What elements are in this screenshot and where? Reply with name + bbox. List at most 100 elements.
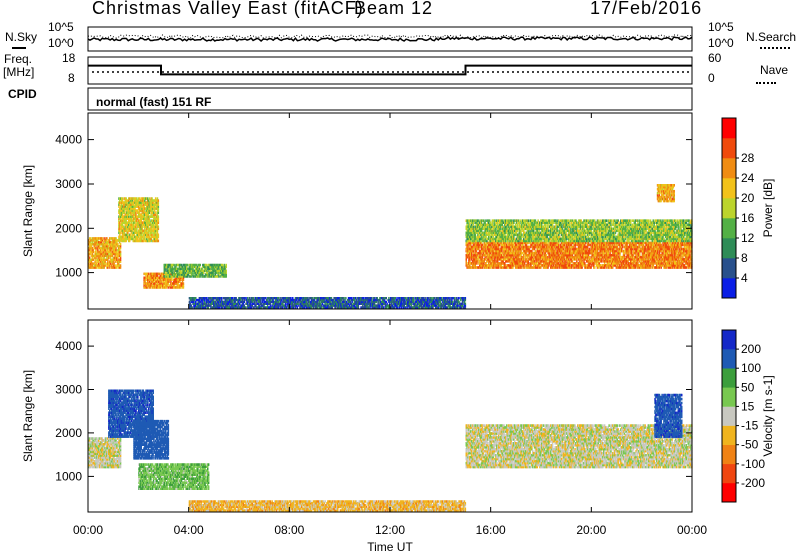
- nave-legend-line: [756, 82, 776, 84]
- heatmap-cell: [203, 263, 205, 267]
- heatmap-cell: [136, 199, 138, 202]
- heatmap-cell: [94, 266, 96, 269]
- heatmap-cell: [123, 231, 126, 235]
- heatmap-cell: [100, 258, 103, 261]
- heatmap-cell: [216, 267, 218, 271]
- heatmap-cell: [218, 271, 220, 274]
- heatmap-cell: [95, 246, 97, 250]
- heatmap-cell: [137, 211, 140, 214]
- heatmap-cell: [487, 260, 489, 263]
- heatmap-cell: [89, 266, 92, 269]
- heatmap-cell: [470, 258, 473, 261]
- heatmap-cell: [467, 255, 469, 259]
- heatmap-cell: [172, 273, 174, 276]
- heatmap-cell: [138, 215, 141, 218]
- heatmap-cell: [114, 266, 116, 269]
- heatmap-cell: [155, 239, 158, 243]
- heatmap-cell: [140, 209, 143, 212]
- heatmap-cell: [124, 223, 126, 227]
- heatmap-cell: [186, 271, 189, 274]
- heatmap-cell: [104, 248, 106, 252]
- heatmap-cell: [220, 263, 222, 267]
- heatmap-cell: [145, 233, 148, 237]
- heatmap-cell: [154, 235, 157, 239]
- heatmap-cell: [151, 278, 153, 281]
- heatmap-cell: [149, 207, 151, 210]
- heatmap-cell: [177, 286, 179, 289]
- heatmap-cell: [119, 235, 121, 239]
- freq-label: Freq.: [4, 52, 33, 66]
- heatmap-cell: [156, 197, 159, 200]
- heatmap-cell: [155, 235, 158, 239]
- heatmap-cell: [197, 275, 200, 278]
- heatmap-cell: [96, 258, 98, 261]
- heatmap-cell: [154, 197, 157, 200]
- heatmap-cell: [132, 213, 134, 216]
- heatmap-cell: [118, 248, 120, 252]
- heatmap-cell: [88, 246, 91, 250]
- heatmap-cell: [106, 237, 108, 240]
- heatmap-cell: [118, 205, 120, 208]
- heatmap-cell: [154, 203, 157, 206]
- heatmap-cell: [122, 221, 125, 224]
- heatmap-cell: [225, 275, 227, 278]
- heatmap-cell: [178, 286, 180, 289]
- heatmap-cell: [479, 241, 482, 245]
- heatmap-cell: [131, 203, 134, 206]
- heatmap-cell: [174, 265, 176, 269]
- heatmap-cell: [151, 209, 153, 212]
- heatmap-cell: [128, 227, 130, 231]
- heatmap-cell: [150, 229, 152, 233]
- heatmap-cell: [128, 217, 131, 220]
- heatmap-cell: [132, 227, 134, 231]
- heatmap-cell: [106, 262, 108, 265]
- heatmap-cell: [127, 235, 129, 239]
- heatmap-cell: [213, 265, 216, 269]
- heatmap-cell: [127, 213, 129, 216]
- heatmap-cell: [110, 266, 113, 269]
- heatmap-cell: [198, 269, 201, 272]
- heatmap-cell: [118, 229, 120, 233]
- heatmap-cell: [123, 201, 126, 204]
- heatmap-cell: [109, 248, 112, 252]
- freq-trace: [88, 64, 692, 76]
- heatmap-cell: [101, 260, 104, 263]
- heatmap-cell: [138, 211, 141, 214]
- heatmap-cell: [224, 275, 227, 278]
- heatmap-cell: [480, 262, 483, 265]
- heatmap-cell: [103, 254, 105, 258]
- heatmap-cell: [178, 284, 180, 287]
- nsearch-label: N.Search: [746, 30, 797, 44]
- heatmap-cell: [155, 223, 158, 227]
- heatmap-cell: [134, 235, 136, 239]
- heatmap-cell: [157, 225, 160, 229]
- heatmap-cell: [154, 229, 157, 233]
- heatmap-cell: [133, 221, 135, 224]
- heatmap-cell: [180, 282, 182, 285]
- heatmap-cell: [212, 275, 214, 278]
- heatmap-cell: [131, 201, 134, 204]
- heatmap-cell: [202, 269, 204, 272]
- heatmap-cell: [485, 241, 487, 245]
- heatmap-cell: [480, 243, 483, 247]
- heatmap-cell: [177, 267, 179, 271]
- heatmap-cell: [102, 260, 104, 263]
- heatmap-cell: [176, 271, 178, 274]
- heatmap-cell: [151, 203, 153, 206]
- heatmap-cell: [147, 225, 150, 229]
- heatmap-cell: [98, 244, 101, 248]
- heatmap-cell: [145, 225, 147, 229]
- heatmap-cell: [111, 237, 114, 240]
- heatmap-cell: [470, 249, 472, 253]
- heatmap-cell: [159, 282, 161, 285]
- heatmap-cell: [118, 264, 120, 267]
- heatmap-cell: [110, 244, 113, 248]
- heatmap-cell: [156, 209, 159, 212]
- heatmap-cell: [153, 274, 155, 278]
- heatmap-cell: [155, 225, 158, 229]
- heatmap-cell: [89, 262, 92, 265]
- heatmap-cell: [487, 241, 489, 245]
- heatmap-cell: [177, 273, 179, 276]
- heatmap-cell: [200, 267, 202, 271]
- heatmap-cell: [221, 273, 224, 276]
